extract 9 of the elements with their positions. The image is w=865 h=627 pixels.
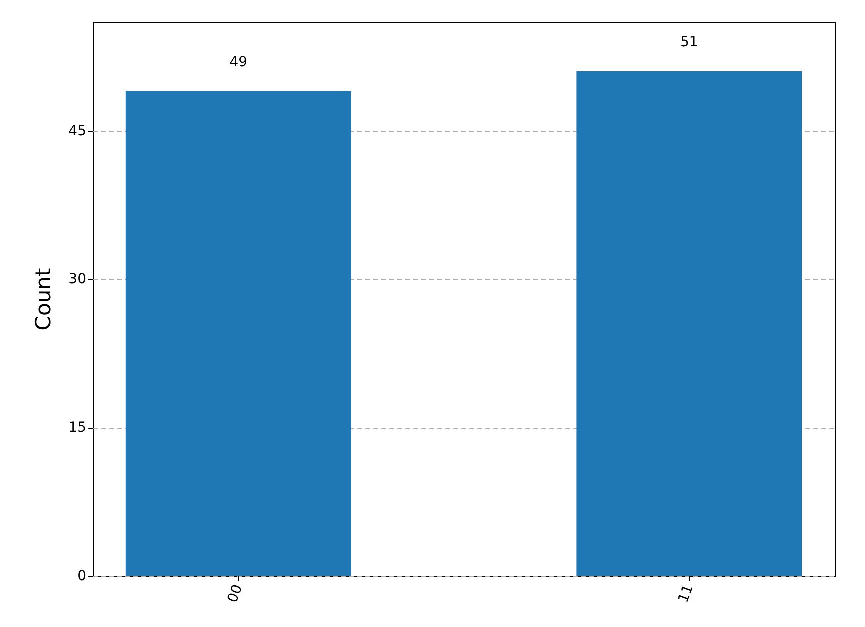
data-label: 51 (680, 34, 698, 50)
x-tick-label: 11 (676, 582, 697, 605)
y-tick-label: 15 (68, 420, 86, 436)
y-tick-label: 30 (68, 272, 86, 288)
data-label: 49 (230, 54, 248, 70)
x-tick-label: 00 (224, 582, 246, 605)
y-axis-title: Count (32, 268, 56, 331)
y-tick-label: 0 (78, 568, 86, 584)
y-tick-label: 45 (68, 123, 86, 140)
